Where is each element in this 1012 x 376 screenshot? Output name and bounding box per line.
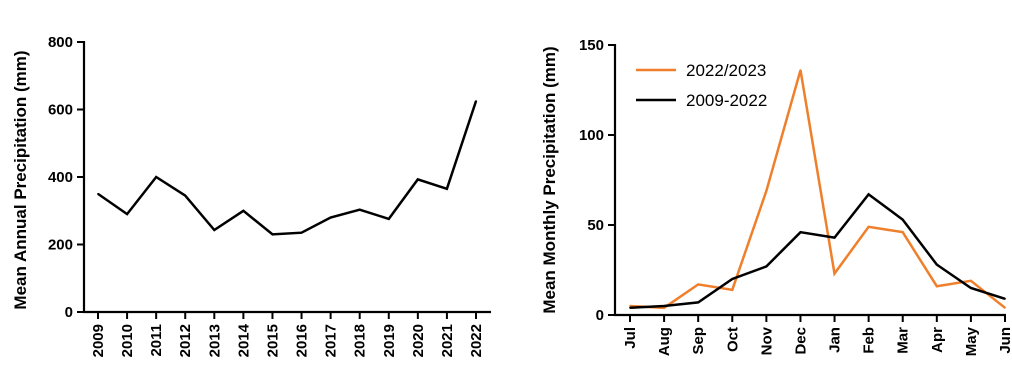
monthly-precipitation-chart: 0 50 100 150 Jul Aug Sep Oct Nov Dec Jan Feb Mar Apr M… <box>540 37 1012 356</box>
x-tick-label: 2010 <box>119 324 136 357</box>
data-point <box>629 305 631 307</box>
x-tick-label: Oct <box>724 327 741 352</box>
y-tick-label: 0 <box>65 304 73 321</box>
data-point <box>731 288 734 291</box>
data-point <box>213 229 216 231</box>
series-line-2009-2022 <box>629 192 1006 310</box>
x-tick-label: Sep <box>690 327 707 355</box>
y-tick-label: 100 <box>579 127 604 144</box>
x-tick-label: Mar <box>895 327 912 354</box>
x-tick-label: 2022 <box>468 324 485 357</box>
x-tick-label: Nov <box>758 326 775 355</box>
x-tick-label: 2016 <box>294 324 311 357</box>
data-point <box>184 194 187 197</box>
data-point <box>799 69 802 72</box>
x-tick-label: 2018 <box>352 324 369 357</box>
y-tick-label: 800 <box>48 34 73 51</box>
data-point <box>446 187 448 190</box>
data-point <box>901 218 904 221</box>
data-point <box>833 272 836 275</box>
y-tick-label: 400 <box>48 169 73 186</box>
y-tick-label: 600 <box>48 102 73 119</box>
x-tick-label: 2013 <box>206 324 223 357</box>
data-point <box>833 236 836 239</box>
data-point <box>629 306 631 309</box>
x-tick-label: 2017 <box>323 324 340 357</box>
data-point <box>731 278 734 280</box>
data-point <box>799 231 802 234</box>
x-tick-label: Jun <box>997 327 1012 354</box>
x-tick-label: 2009 <box>90 324 107 357</box>
data-point <box>935 285 938 288</box>
data-point <box>300 231 303 234</box>
x-tick-label: 2015 <box>264 324 281 357</box>
data-point <box>867 193 870 196</box>
x-tick-label: 2012 <box>177 324 194 357</box>
data-point <box>416 178 419 181</box>
data-point <box>663 305 665 307</box>
data-point <box>329 216 332 219</box>
x-tick-label: 2021 <box>439 324 456 357</box>
y-axis-title: Mean Annual Precipitation (mm) <box>11 50 30 309</box>
data-point <box>271 233 274 236</box>
data-point <box>697 283 700 286</box>
data-point <box>901 231 904 234</box>
x-tick-label: Aug <box>656 327 673 356</box>
data-point <box>475 100 477 102</box>
x-tick-label: Feb <box>861 327 878 354</box>
data-point <box>126 213 128 216</box>
data-point <box>1004 306 1006 309</box>
data-point <box>155 176 158 178</box>
y-tick-label: 0 <box>596 307 604 324</box>
y-tick-label: 50 <box>587 217 604 234</box>
x-tick-label: Jul <box>622 327 639 349</box>
data-point <box>97 192 99 195</box>
data-point <box>970 279 972 282</box>
x-tick-label: 2011 <box>148 324 165 357</box>
data-point <box>697 301 700 304</box>
x-tick-label: 2014 <box>235 323 252 357</box>
y-tick-label: 200 <box>48 237 73 254</box>
data-point <box>663 306 665 309</box>
data-point <box>970 287 972 289</box>
x-tick-label: Apr <box>929 327 946 353</box>
y-tick-label: 150 <box>579 37 604 54</box>
y-axis-title: Mean Monthly Precipitation (mm) <box>540 46 559 313</box>
data-point <box>358 208 361 211</box>
data-point <box>387 217 390 220</box>
x-tick-label: Jan <box>827 327 844 353</box>
annual-precipitation-chart: 0 200 400 600 800 2009 2010 2011 2012 2013 2014 201… <box>11 34 491 357</box>
x-tick-label: Dec <box>792 327 809 355</box>
legend-label: 2009-2022 <box>686 91 767 110</box>
x-tick-label: 2019 <box>381 324 398 357</box>
legend-label: 2022/2023 <box>686 61 766 80</box>
data-point <box>765 265 768 268</box>
series-line-annual <box>97 100 478 236</box>
data-point <box>1004 297 1006 300</box>
x-tick-label: May <box>963 326 980 356</box>
data-point <box>935 263 938 266</box>
data-point <box>867 225 870 228</box>
data-point <box>242 209 245 212</box>
x-tick-label: 2020 <box>410 324 427 357</box>
data-point <box>765 189 768 192</box>
series-line-2022-2023 <box>629 69 1006 310</box>
